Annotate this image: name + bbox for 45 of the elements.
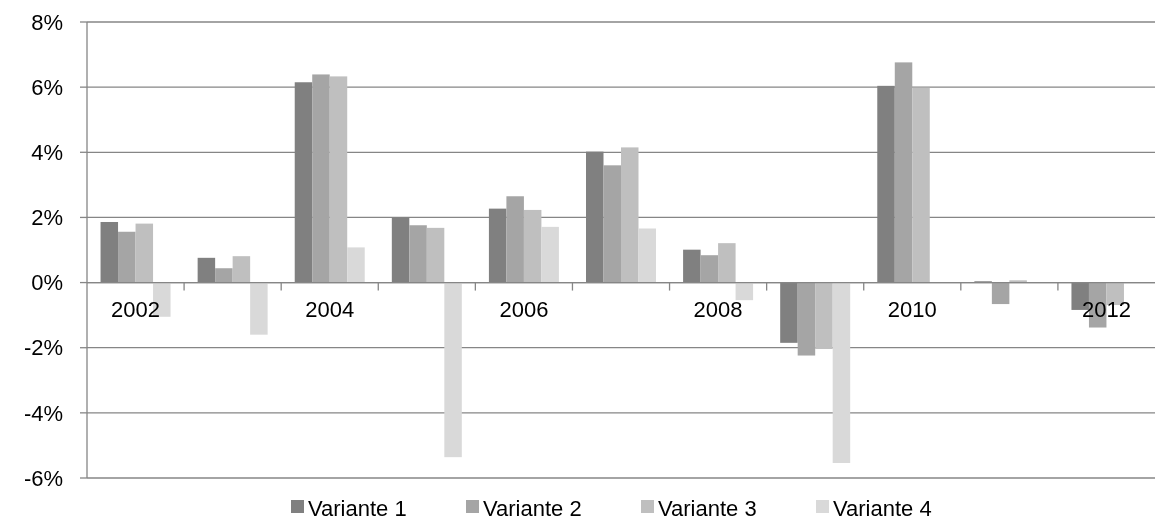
bar — [700, 255, 719, 283]
x-tick-label: 2006 — [499, 296, 549, 322]
x-tick-label: 2010 — [887, 296, 937, 322]
legend-label: Variante 1 — [308, 495, 407, 521]
x-tick-label: 2012 — [1081, 296, 1131, 322]
bar — [912, 87, 930, 283]
bar — [523, 209, 542, 283]
bar — [1009, 280, 1027, 283]
bar — [426, 227, 445, 283]
y-tick-label: -6% — [23, 465, 63, 491]
bar — [991, 282, 1010, 305]
y-tick-label: 6% — [31, 74, 63, 100]
bar — [832, 282, 851, 464]
y-tick-label: -2% — [23, 335, 63, 361]
y-tick-label: -4% — [23, 400, 63, 426]
bar — [312, 74, 330, 283]
bar — [409, 225, 427, 283]
legend-label: Variante 4 — [833, 495, 932, 521]
bar — [603, 165, 621, 283]
bar — [215, 268, 233, 283]
legend-label: Variante 2 — [483, 495, 582, 521]
bar — [118, 231, 136, 283]
bar — [250, 282, 268, 335]
y-tick-label: 8% — [31, 9, 63, 35]
bar — [638, 228, 656, 283]
bar — [329, 76, 348, 283]
bar — [894, 62, 913, 283]
x-tick-label: 2008 — [693, 296, 743, 322]
bar — [232, 256, 251, 283]
bar — [621, 147, 639, 283]
x-tick-label: 2004 — [305, 296, 355, 322]
y-tick-label: 2% — [31, 205, 63, 231]
bar — [347, 247, 365, 283]
bar — [815, 282, 833, 350]
bar — [797, 282, 816, 356]
y-tick-label: 4% — [31, 139, 63, 165]
bar — [506, 196, 524, 283]
bar — [718, 243, 736, 283]
bar — [444, 282, 462, 458]
legend-label: Variante 3 — [658, 495, 757, 521]
bar — [135, 223, 154, 283]
bar — [735, 282, 754, 301]
y-tick-label: 0% — [31, 270, 63, 296]
x-tick-label: 2002 — [111, 296, 161, 322]
bar — [541, 226, 559, 283]
